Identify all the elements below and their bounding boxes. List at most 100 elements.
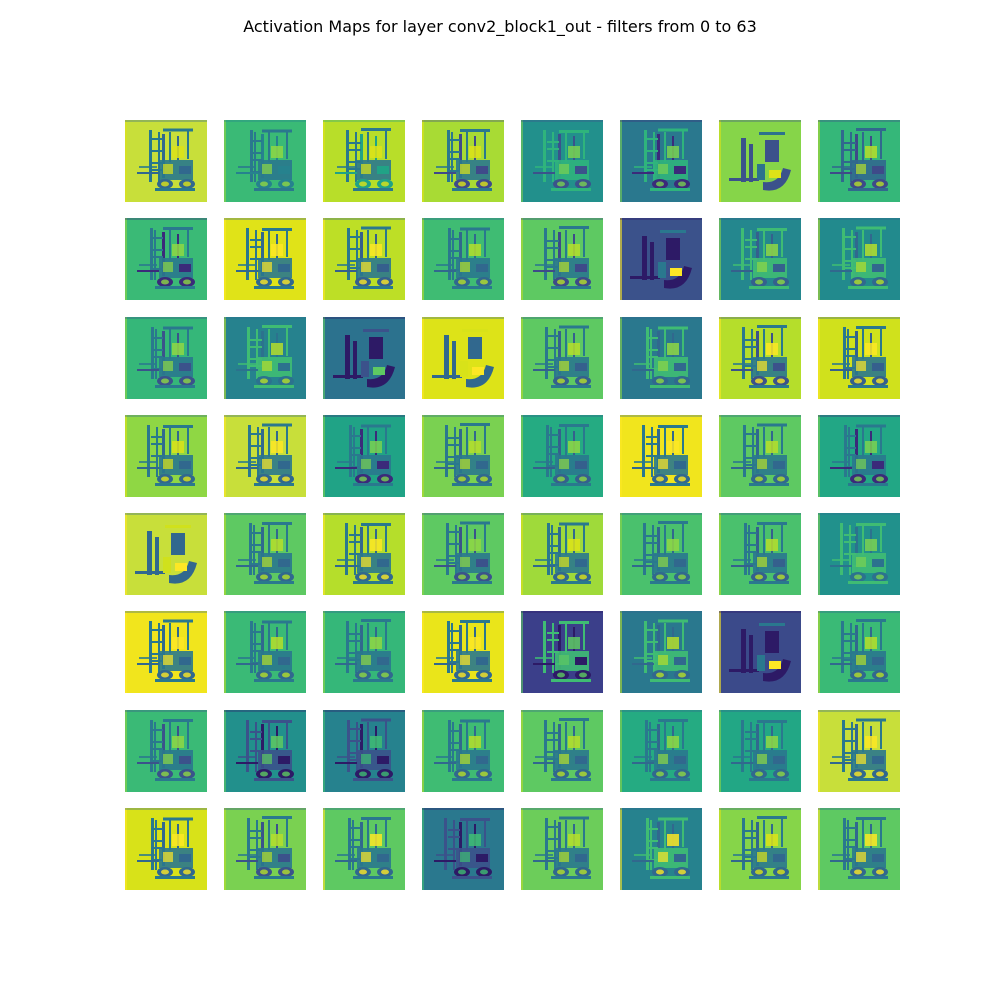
activation-map-filter-31: [818, 415, 900, 497]
activation-map-image: [422, 317, 504, 399]
activation-map-image: [818, 218, 900, 300]
activation-map-filter-58: [323, 808, 405, 890]
activation-map-image: [323, 415, 405, 497]
activation-map-filter-26: [323, 415, 405, 497]
activation-map-filter-14: [719, 218, 801, 300]
activation-map-image: [818, 611, 900, 693]
activation-map-filter-24: [125, 415, 207, 497]
activation-map-filter-53: [620, 710, 702, 792]
activation-map-image: [224, 317, 306, 399]
activation-map-filter-7: [818, 120, 900, 202]
activation-map-filter-46: [719, 611, 801, 693]
activation-map-image: [125, 808, 207, 890]
activation-map-filter-49: [224, 710, 306, 792]
activation-map-image: [719, 710, 801, 792]
activation-map-image: [323, 513, 405, 595]
activation-map-filter-47: [818, 611, 900, 693]
activation-map-filter-21: [620, 317, 702, 399]
activation-map-filter-8: [125, 218, 207, 300]
activation-map-image: [620, 611, 702, 693]
activation-map-filter-6: [719, 120, 801, 202]
activation-map-filter-15: [818, 218, 900, 300]
activation-map-image: [521, 317, 603, 399]
activation-map-filter-5: [620, 120, 702, 202]
activation-map-filter-36: [521, 513, 603, 595]
activation-map-image: [323, 317, 405, 399]
activation-map-image: [620, 415, 702, 497]
activation-map-image: [125, 710, 207, 792]
activation-map-filter-11: [422, 218, 504, 300]
activation-map-image: [422, 710, 504, 792]
activation-map-image: [521, 218, 603, 300]
activation-map-image: [521, 513, 603, 595]
activation-map-image: [323, 218, 405, 300]
activation-map-filter-22: [719, 317, 801, 399]
activation-map-filter-54: [719, 710, 801, 792]
activation-map-filter-13: [620, 218, 702, 300]
activation-map-filter-25: [224, 415, 306, 497]
activation-map-image: [719, 415, 801, 497]
activation-map-image: [521, 120, 603, 202]
activation-map-image: [422, 513, 504, 595]
activation-map-image: [818, 415, 900, 497]
activation-map-filter-63: [818, 808, 900, 890]
activation-map-image: [125, 218, 207, 300]
activation-map-image: [125, 120, 207, 202]
activation-map-filter-43: [422, 611, 504, 693]
activation-map-filter-32: [125, 513, 207, 595]
activation-map-filter-0: [125, 120, 207, 202]
activation-map-image: [719, 513, 801, 595]
activation-map-filter-35: [422, 513, 504, 595]
activation-map-image: [224, 415, 306, 497]
activation-map-image: [620, 808, 702, 890]
activation-map-filter-48: [125, 710, 207, 792]
activation-map-filter-55: [818, 710, 900, 792]
activation-map-image: [521, 611, 603, 693]
activation-map-image: [818, 317, 900, 399]
activation-map-image: [422, 120, 504, 202]
activation-map-filter-19: [422, 317, 504, 399]
activation-map-image: [818, 120, 900, 202]
activation-map-image: [818, 710, 900, 792]
activation-map-filter-44: [521, 611, 603, 693]
chart-title: Activation Maps for layer conv2_block1_o…: [243, 17, 757, 36]
activation-map-filter-42: [323, 611, 405, 693]
activation-map-image: [719, 611, 801, 693]
activation-map-filter-29: [620, 415, 702, 497]
activation-map-image: [224, 808, 306, 890]
activation-map-filter-17: [224, 317, 306, 399]
activation-map-filter-3: [422, 120, 504, 202]
activation-map-image: [620, 218, 702, 300]
activation-map-filter-16: [125, 317, 207, 399]
activation-map-filter-51: [422, 710, 504, 792]
activation-map-image: [422, 218, 504, 300]
activation-map-image: [224, 710, 306, 792]
activation-map-filter-61: [620, 808, 702, 890]
activation-map-filter-60: [521, 808, 603, 890]
activation-map-image: [422, 808, 504, 890]
activation-map-filter-40: [125, 611, 207, 693]
activation-map-image: [521, 415, 603, 497]
activation-map-image: [620, 710, 702, 792]
activation-map-image: [521, 710, 603, 792]
activation-map-filter-62: [719, 808, 801, 890]
activation-map-filter-38: [719, 513, 801, 595]
activation-map-filter-52: [521, 710, 603, 792]
activation-map-image: [125, 611, 207, 693]
activation-map-image: [323, 710, 405, 792]
activation-map-filter-41: [224, 611, 306, 693]
activation-map-image: [422, 415, 504, 497]
activation-map-image: [125, 317, 207, 399]
activation-map-filter-34: [323, 513, 405, 595]
activation-map-filter-20: [521, 317, 603, 399]
activation-map-filter-28: [521, 415, 603, 497]
activation-map-image: [224, 611, 306, 693]
activation-map-image: [719, 120, 801, 202]
activation-map-image: [620, 120, 702, 202]
activation-map-image: [521, 808, 603, 890]
activation-map-filter-59: [422, 808, 504, 890]
activation-map-image: [125, 513, 207, 595]
activation-map-filter-27: [422, 415, 504, 497]
activation-map-filter-12: [521, 218, 603, 300]
